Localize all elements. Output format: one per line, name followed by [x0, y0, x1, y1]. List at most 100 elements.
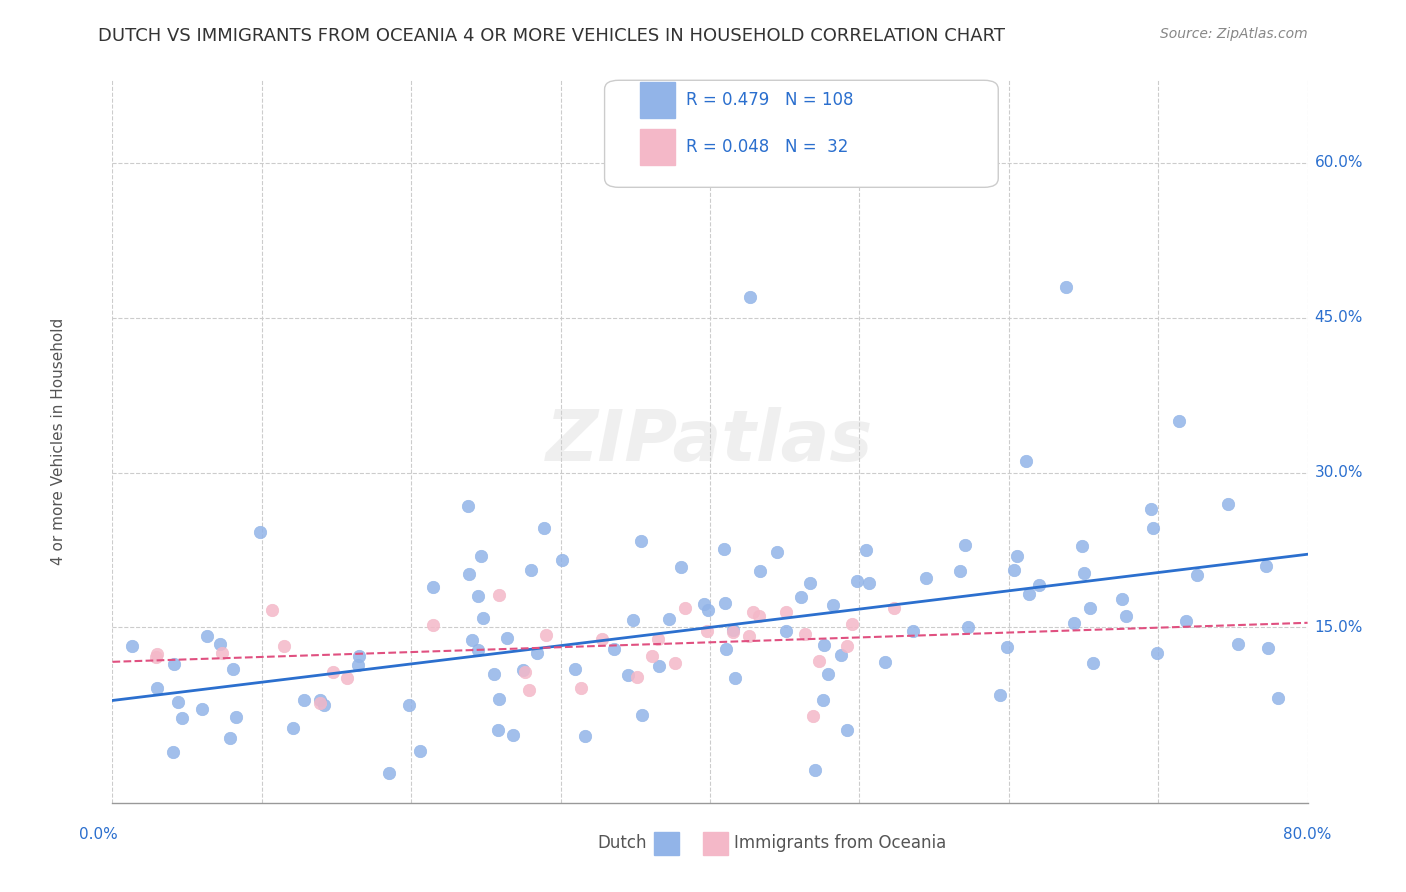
Text: 0.0%: 0.0%	[79, 827, 118, 841]
Point	[309, 696, 332, 710]
Point	[821, 599, 844, 613]
Point	[957, 620, 980, 634]
Text: Source: ZipAtlas.com: Source: ZipAtlas.com	[1160, 27, 1308, 41]
Point	[799, 576, 821, 591]
Point	[748, 608, 770, 623]
Text: 45.0%: 45.0%	[1315, 310, 1362, 326]
Point	[915, 571, 938, 585]
Point	[569, 681, 592, 695]
Point	[1175, 614, 1198, 628]
Point	[949, 564, 972, 578]
Point	[693, 597, 716, 611]
Point	[159, 808, 181, 822]
Point	[1073, 566, 1095, 581]
Point	[347, 657, 370, 672]
Point	[191, 702, 214, 716]
Point	[1018, 587, 1040, 601]
Point	[1028, 578, 1050, 592]
Point	[675, 600, 697, 615]
Point	[658, 612, 681, 626]
Point	[621, 613, 644, 627]
Point	[281, 721, 304, 735]
Point	[641, 649, 664, 664]
Point	[1063, 615, 1085, 630]
Point	[146, 681, 169, 695]
Point	[467, 643, 489, 657]
Point	[1005, 549, 1028, 563]
Text: 80.0%: 80.0%	[1284, 827, 1331, 841]
Point	[1054, 279, 1077, 293]
Point	[714, 642, 737, 657]
Point	[1081, 657, 1104, 671]
Point	[564, 662, 586, 676]
Point	[219, 731, 242, 745]
Text: Immigrants from Oceania: Immigrants from Oceania	[734, 834, 946, 852]
Point	[630, 534, 652, 549]
Point	[1168, 414, 1191, 428]
Point	[146, 647, 169, 661]
Point	[648, 659, 671, 673]
Point	[808, 654, 831, 668]
Text: Dutch: Dutch	[598, 834, 647, 852]
Point	[591, 632, 613, 647]
Point	[1115, 609, 1137, 624]
Point	[209, 637, 232, 651]
Point	[249, 524, 271, 539]
Text: R = 0.048   N =  32: R = 0.048 N = 32	[686, 138, 848, 156]
Point	[790, 590, 813, 604]
Point	[534, 627, 557, 641]
Text: DUTCH VS IMMIGRANTS FROM OCEANIA 4 OR MORE VEHICLES IN HOUSEHOLD CORRELATION CHA: DUTCH VS IMMIGRANTS FROM OCEANIA 4 OR MO…	[98, 27, 1005, 45]
Point	[858, 576, 880, 591]
Point	[273, 640, 295, 654]
Text: R = 0.479   N = 108: R = 0.479 N = 108	[686, 91, 853, 109]
Point	[1185, 568, 1208, 582]
Point	[626, 670, 648, 684]
Point	[526, 646, 548, 660]
Point	[322, 665, 344, 680]
Point	[495, 631, 517, 645]
Point	[314, 698, 336, 713]
Point	[841, 617, 863, 632]
Point	[574, 729, 596, 743]
Point	[488, 588, 510, 602]
Point	[422, 617, 444, 632]
Point	[741, 605, 763, 619]
Point	[830, 648, 852, 662]
Point	[211, 646, 233, 660]
Point	[378, 766, 401, 780]
Point	[1142, 521, 1164, 535]
Point	[813, 638, 835, 652]
Point	[1015, 454, 1038, 468]
Point	[1078, 601, 1101, 615]
Point	[145, 649, 167, 664]
Text: 30.0%: 30.0%	[1315, 465, 1362, 480]
Point	[484, 666, 506, 681]
Point	[488, 692, 510, 706]
Point	[349, 649, 371, 664]
Point	[748, 564, 770, 578]
Point	[883, 601, 905, 615]
Point	[1139, 502, 1161, 516]
Point	[723, 624, 745, 639]
Text: 15.0%: 15.0%	[1315, 620, 1362, 635]
Point	[336, 671, 359, 685]
Point	[740, 290, 762, 304]
Point	[631, 707, 654, 722]
Point	[409, 744, 432, 758]
Point	[803, 709, 825, 723]
Point	[457, 499, 479, 513]
Point	[398, 698, 420, 712]
Point	[512, 663, 534, 677]
Point	[775, 624, 797, 639]
Point	[457, 567, 479, 582]
Point	[486, 723, 509, 738]
Point	[738, 629, 761, 643]
Point	[835, 640, 858, 654]
Point	[775, 605, 797, 619]
Point	[714, 596, 737, 610]
Point	[163, 657, 186, 671]
Point	[766, 544, 789, 558]
Point	[647, 632, 669, 647]
Point	[467, 589, 489, 603]
Point	[813, 692, 835, 706]
